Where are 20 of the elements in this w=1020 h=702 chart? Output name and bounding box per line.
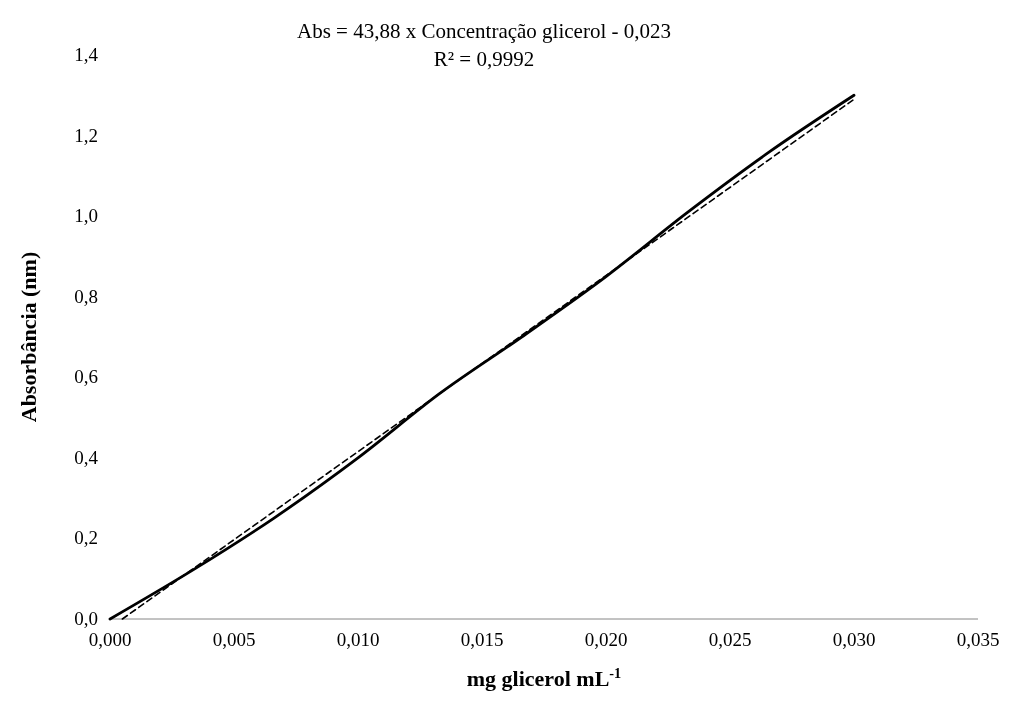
y-tick-label: 1,2 [74, 124, 98, 146]
x-tick-label: 0,005 [212, 629, 256, 650]
y-tick-label: 0,0 [74, 608, 98, 629]
x-tick-label: 0,015 [460, 629, 504, 650]
x-axis-title: mg glicerol mL$^{-1}$ [466, 665, 622, 691]
y-tick-label: 0,2 [74, 527, 98, 549]
y-tick-label: 0,8 [74, 285, 98, 307]
y-tick-label: 0,4 [74, 446, 99, 468]
text: Abs = 43,88 x Concentração glicerol - 0,023 [296, 19, 672, 43]
y-tick-label: 0,6 [74, 366, 98, 388]
x-tick-label: 0,035 [956, 629, 1000, 650]
y-tick-label: 1,4 [74, 44, 99, 65]
y-axis-title: Absorbância (nm) [16, 251, 41, 423]
x-tick-label: 0,030 [832, 629, 876, 650]
x-tick-label: 0,025 [708, 629, 752, 650]
x-tick-label: 0,010 [336, 629, 380, 650]
y-tick-label: 1,0 [74, 205, 98, 227]
x-tick-label: 0,000 [88, 629, 132, 650]
x-tick-label: 0,020 [584, 629, 628, 650]
annotation: R² = 0,9992 [433, 47, 535, 71]
